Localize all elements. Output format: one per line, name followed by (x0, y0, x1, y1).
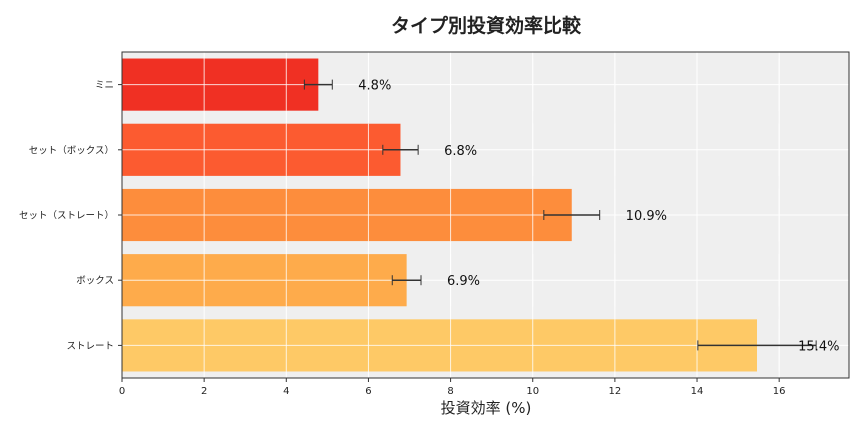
data-label: 6.8% (444, 144, 477, 159)
x-axis-label: 投資効率 (%) (441, 399, 532, 417)
x-tick-label: 16 (773, 386, 786, 397)
y-tick-label: ミニ (95, 80, 114, 91)
x-tick-label: 2 (201, 386, 207, 397)
y-tick-label: セット（ストレート） (19, 210, 114, 222)
x-tick-label: 14 (691, 386, 704, 397)
y-tick-label: ボックス (76, 276, 114, 287)
x-tick-label: 10 (526, 386, 539, 397)
y-tick-label: ストレート (66, 341, 114, 352)
chart-title: タイプ別投資効率比較 (391, 14, 582, 37)
x-tick-label: 12 (609, 386, 622, 397)
y-tick-label: セット（ボックス） (29, 144, 114, 156)
x-tick-label: 4 (283, 386, 289, 397)
x-tick-label: 8 (447, 386, 453, 397)
data-label: 4.8% (358, 79, 391, 94)
x-tick-label: 0 (119, 386, 125, 397)
data-label: 6.9% (447, 274, 480, 289)
data-label: 15.4% (798, 339, 839, 354)
data-label: 10.9% (626, 209, 667, 224)
x-tick-label: 6 (365, 386, 371, 397)
